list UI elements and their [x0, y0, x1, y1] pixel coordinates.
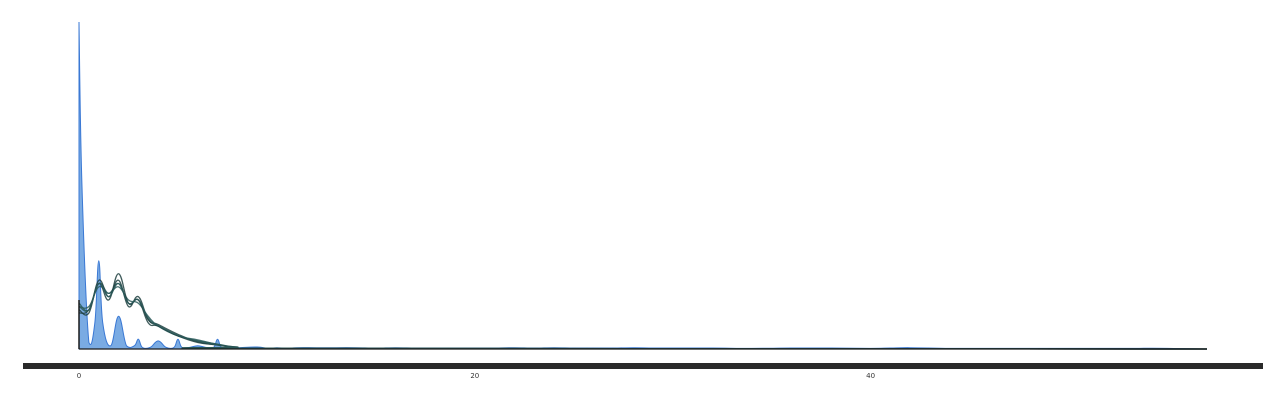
x-tick-labels: 0 20 40	[77, 372, 875, 380]
posterior-sample-line-1	[78, 282, 1208, 350]
posterior-sample-line-3	[78, 285, 1208, 350]
posterior-sample-line-2	[78, 279, 1208, 350]
x-tick-label: 20	[470, 372, 479, 380]
posterior-sample-line-5	[78, 282, 1208, 350]
series-layer	[78, 21, 1208, 350]
x-tick-label: 0	[77, 372, 81, 380]
baseline-bar	[23, 363, 1263, 369]
x-tick-label: 40	[866, 372, 875, 380]
observed-density-area	[78, 21, 1208, 350]
posterior-sample-line-4	[78, 273, 1208, 350]
